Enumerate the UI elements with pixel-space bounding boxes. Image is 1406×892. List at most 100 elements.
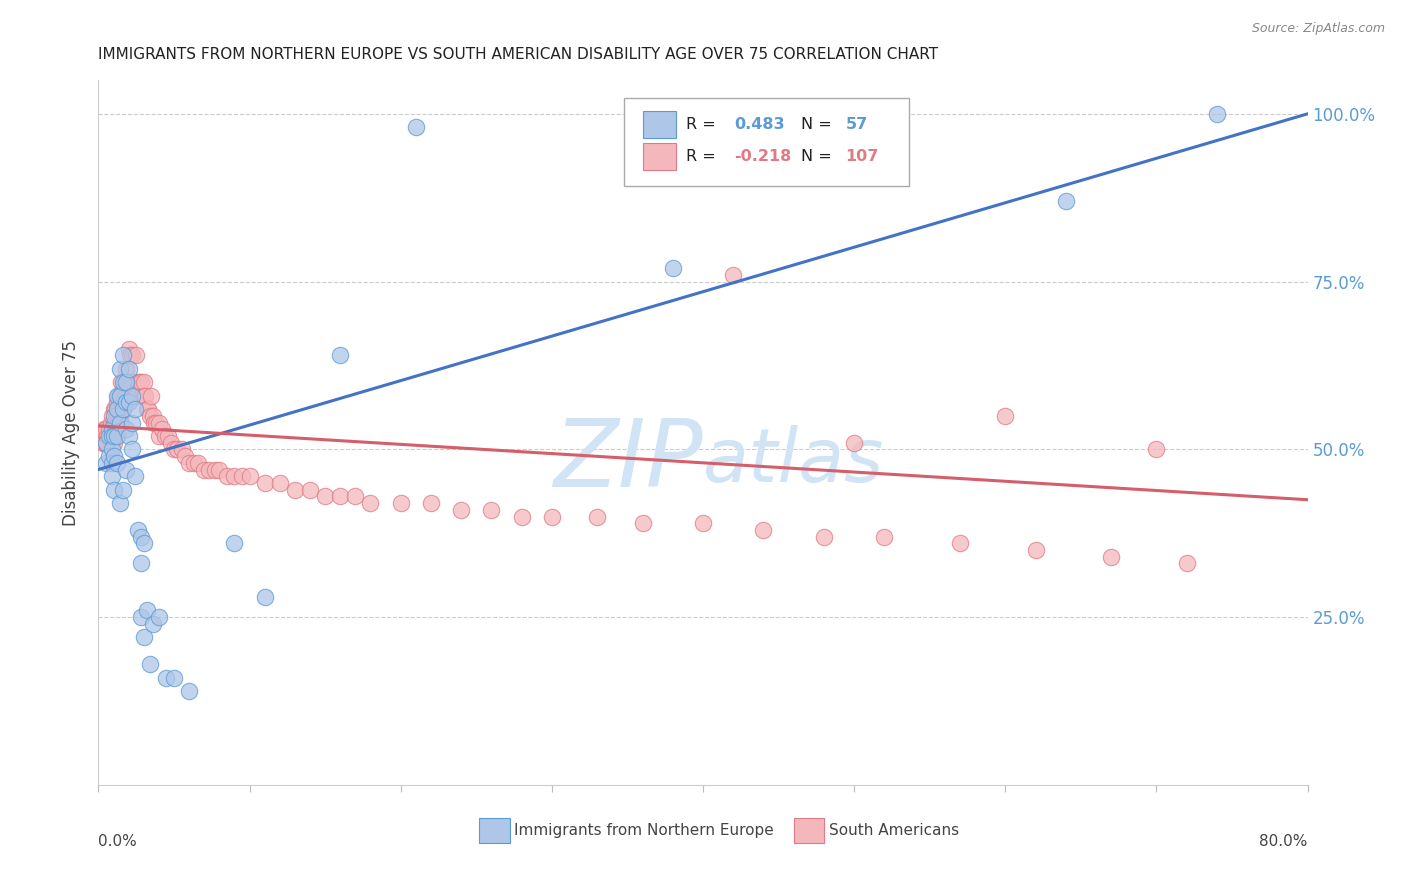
Point: [994, 409, 1017, 423]
Point: [139, 657, 162, 672]
Point: [107, 409, 129, 423]
Point: [215, 469, 238, 483]
Point: [179, 684, 201, 698]
Point: [125, 348, 148, 362]
Point: [127, 523, 149, 537]
Point: [129, 530, 152, 544]
Point: [166, 442, 188, 457]
Point: [120, 348, 142, 362]
Point: [112, 376, 135, 390]
Point: [94, 435, 117, 450]
Point: [103, 435, 125, 450]
Text: -0.218: -0.218: [734, 149, 792, 164]
Point: [224, 536, 246, 550]
Point: [163, 671, 186, 685]
Point: [101, 442, 124, 457]
Point: [121, 389, 143, 403]
Bar: [643, 112, 676, 138]
Point: [101, 456, 124, 470]
Point: [284, 483, 307, 497]
Point: [873, 530, 896, 544]
Point: [101, 429, 124, 443]
Point: [120, 382, 142, 396]
Text: 80.0%: 80.0%: [1260, 834, 1308, 849]
Point: [844, 435, 866, 450]
Text: South Americans: South Americans: [828, 823, 959, 838]
Point: [118, 395, 141, 409]
Point: [139, 409, 162, 423]
Text: 0.0%: 0.0%: [98, 834, 138, 849]
Point: [129, 376, 152, 390]
Point: [344, 489, 367, 503]
Point: [114, 395, 136, 409]
Point: [112, 395, 135, 409]
Point: [101, 409, 124, 423]
Point: [124, 389, 146, 403]
Point: [108, 362, 131, 376]
Point: [269, 475, 291, 490]
Point: [224, 469, 246, 483]
Point: [101, 422, 124, 436]
Point: [131, 389, 153, 403]
Point: [101, 469, 124, 483]
Text: Source: ZipAtlas.com: Source: ZipAtlas.com: [1251, 22, 1385, 36]
Point: [197, 462, 219, 476]
Point: [129, 557, 152, 571]
Point: [329, 348, 352, 362]
Point: [1206, 107, 1229, 121]
Point: [134, 389, 156, 403]
Point: [108, 389, 131, 403]
Point: [148, 610, 170, 624]
Point: [104, 422, 127, 436]
Bar: [793, 818, 824, 844]
Point: [118, 342, 141, 356]
Point: [586, 509, 609, 524]
Text: R =: R =: [686, 149, 721, 164]
Point: [329, 489, 352, 503]
Point: [299, 483, 322, 497]
Point: [132, 536, 155, 550]
Point: [813, 530, 835, 544]
Point: [1099, 549, 1122, 564]
Point: [111, 402, 134, 417]
Point: [145, 416, 167, 430]
Point: [253, 475, 276, 490]
Point: [136, 402, 159, 417]
Point: [163, 442, 186, 457]
Point: [111, 376, 134, 390]
Point: [104, 402, 127, 417]
Point: [183, 456, 205, 470]
Point: [105, 395, 128, 409]
Point: [132, 389, 155, 403]
Point: [193, 462, 215, 476]
Point: [108, 409, 131, 423]
Point: [100, 429, 122, 443]
Point: [135, 402, 157, 417]
Point: [111, 402, 134, 417]
Point: [135, 603, 157, 617]
Point: [208, 462, 231, 476]
Point: [253, 590, 276, 604]
Point: [108, 416, 131, 430]
Point: [103, 402, 125, 417]
Point: [105, 402, 128, 417]
Point: [132, 630, 155, 644]
Point: [239, 469, 262, 483]
Point: [114, 422, 136, 436]
Point: [155, 671, 177, 685]
Point: [405, 120, 427, 135]
Point: [179, 456, 201, 470]
Point: [103, 429, 125, 443]
Point: [105, 429, 128, 443]
Point: [105, 389, 128, 403]
Point: [111, 348, 134, 362]
Text: Immigrants from Northern Europe: Immigrants from Northern Europe: [515, 823, 775, 838]
Point: [187, 456, 209, 470]
Point: [100, 416, 122, 430]
Text: N =: N =: [801, 117, 837, 132]
Point: [1024, 543, 1046, 558]
Point: [170, 442, 193, 457]
Point: [108, 389, 131, 403]
Point: [110, 416, 132, 430]
Point: [132, 376, 155, 390]
